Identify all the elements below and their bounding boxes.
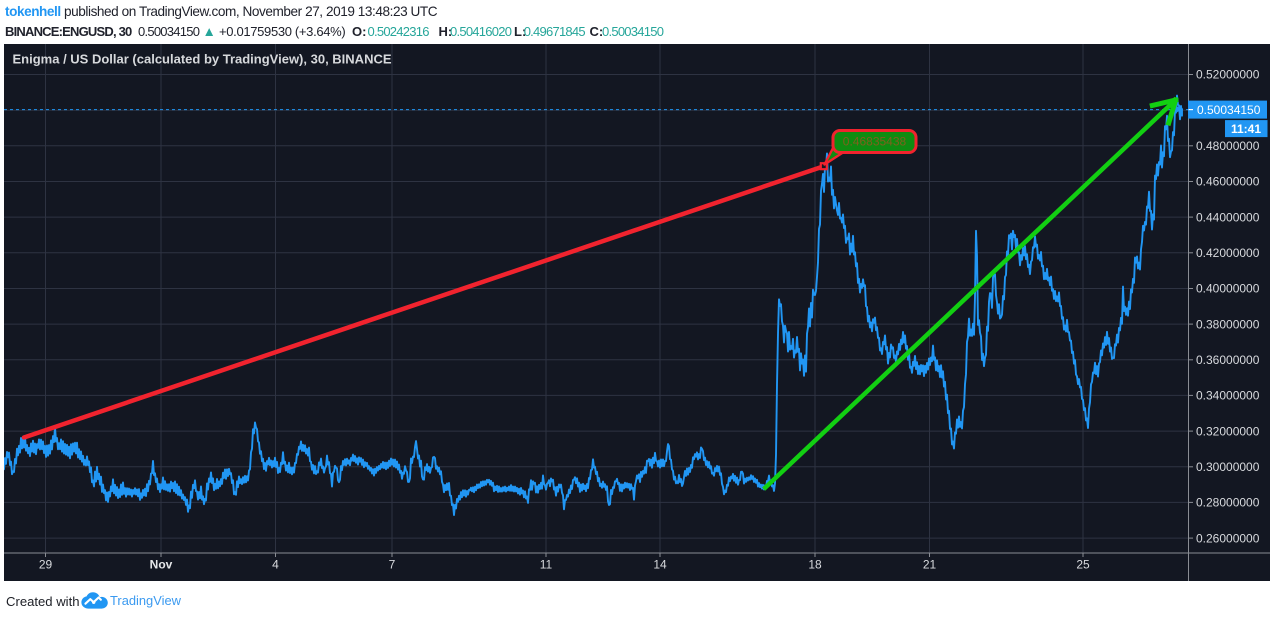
svg-text:0.40000000: 0.40000000 — [1196, 282, 1260, 296]
svg-text:0.44000000: 0.44000000 — [1196, 210, 1260, 224]
svg-text:0.26000000: 0.26000000 — [1196, 531, 1260, 545]
svg-text:18: 18 — [808, 558, 822, 572]
svg-text:0.46000000: 0.46000000 — [1196, 175, 1260, 189]
svg-text:0.28000000: 0.28000000 — [1196, 496, 1260, 510]
svg-text:0.52000000: 0.52000000 — [1196, 68, 1260, 82]
svg-text:25: 25 — [1076, 558, 1090, 572]
svg-text:11:41: 11:41 — [1231, 122, 1261, 136]
svg-text:0.48000000: 0.48000000 — [1196, 139, 1260, 153]
svg-text:0.34000000: 0.34000000 — [1196, 389, 1260, 403]
svg-text:0.32000000: 0.32000000 — [1196, 424, 1260, 438]
svg-text:0.38000000: 0.38000000 — [1196, 317, 1260, 331]
svg-text:0.46835438: 0.46835438 — [843, 135, 907, 149]
svg-text:4: 4 — [272, 558, 279, 572]
svg-text:Enigma / US Dollar (calculated: Enigma / US Dollar (calculated by Tradin… — [13, 52, 392, 67]
svg-text:14: 14 — [653, 558, 667, 572]
svg-text:29: 29 — [39, 558, 53, 572]
svg-text:0.30000000: 0.30000000 — [1196, 460, 1260, 474]
svg-text:Nov: Nov — [150, 558, 173, 572]
svg-text:21: 21 — [923, 558, 937, 572]
svg-text:0.36000000: 0.36000000 — [1196, 353, 1260, 367]
svg-text:11: 11 — [540, 558, 553, 572]
svg-text:7: 7 — [389, 558, 396, 572]
svg-text:0.50034150: 0.50034150 — [1197, 103, 1261, 117]
svg-text:0.42000000: 0.42000000 — [1196, 246, 1260, 260]
